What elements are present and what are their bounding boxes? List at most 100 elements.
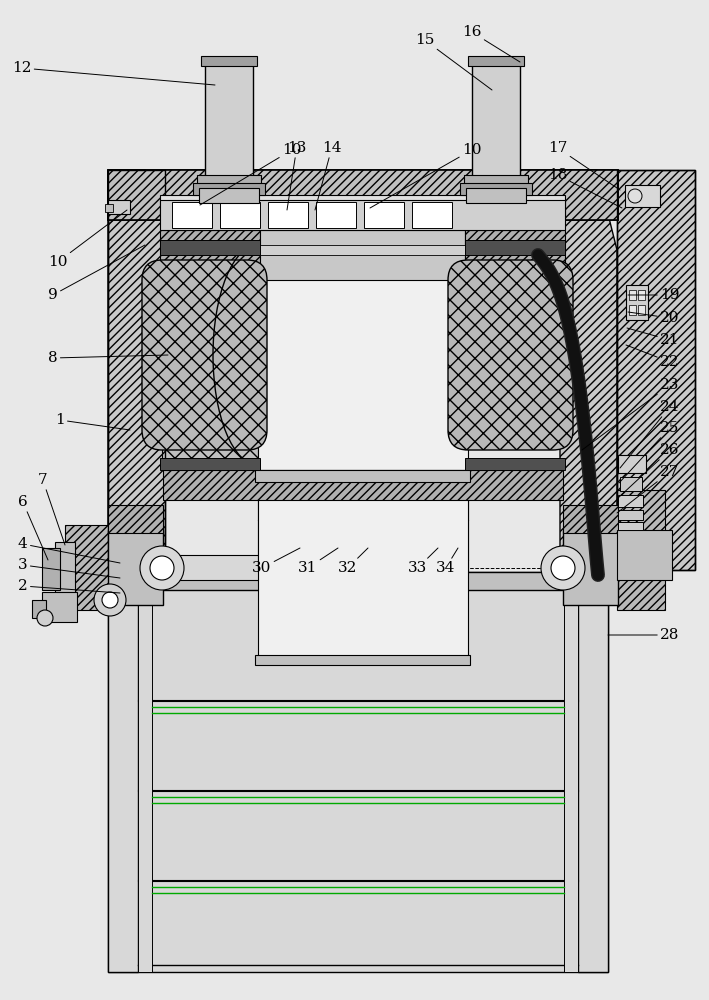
Ellipse shape [162, 245, 257, 465]
Text: 22: 22 [626, 345, 679, 369]
Text: 2: 2 [18, 579, 120, 593]
Text: 10: 10 [48, 210, 127, 269]
Text: 30: 30 [252, 548, 300, 575]
Polygon shape [560, 170, 617, 572]
Bar [201, 56, 257, 66]
Bar [466, 188, 526, 203]
Text: 34: 34 [436, 548, 458, 575]
Text: 10: 10 [370, 143, 481, 208]
Bar [258, 482, 468, 572]
Bar [617, 170, 695, 570]
Bar [364, 202, 404, 228]
Bar [625, 185, 660, 207]
Bar [260, 230, 465, 280]
Bar [108, 555, 273, 580]
Bar [258, 245, 468, 255]
Bar [464, 175, 528, 187]
Circle shape [150, 556, 174, 580]
Bar [626, 285, 648, 320]
Bar [465, 458, 565, 470]
Bar [618, 495, 643, 507]
Text: 23: 23 [582, 378, 679, 450]
Text: 33: 33 [408, 548, 438, 575]
Text: 25: 25 [619, 421, 679, 483]
Text: 12: 12 [12, 61, 215, 85]
Bar [412, 202, 452, 228]
Bar [108, 170, 618, 220]
Bar [255, 470, 470, 482]
Bar [163, 470, 563, 500]
Bar [138, 590, 152, 972]
Text: 20: 20 [628, 311, 679, 325]
Bar [620, 477, 642, 491]
Text: 32: 32 [338, 548, 368, 575]
Bar [465, 230, 565, 280]
Bar [220, 202, 260, 228]
Bar [160, 200, 565, 230]
Bar [108, 572, 138, 972]
Text: 26: 26 [618, 443, 679, 498]
Bar [563, 530, 618, 605]
Bar [255, 655, 470, 665]
Text: 1: 1 [55, 413, 130, 430]
Bar [108, 170, 165, 570]
Bar [32, 600, 46, 618]
Bar [629, 305, 636, 315]
Text: 24: 24 [620, 400, 679, 468]
Bar [108, 530, 163, 605]
Text: 21: 21 [627, 328, 679, 347]
Bar [460, 183, 532, 195]
Bar [160, 240, 260, 255]
Bar [564, 590, 578, 972]
FancyBboxPatch shape [448, 260, 573, 450]
Bar [617, 530, 672, 580]
Text: 3: 3 [18, 558, 120, 578]
Bar [160, 230, 260, 280]
Text: 7: 7 [38, 473, 65, 545]
Bar [65, 525, 110, 610]
Bar [108, 200, 130, 214]
Bar [618, 510, 643, 520]
Bar [42, 592, 77, 622]
Bar [197, 175, 261, 187]
Bar [172, 202, 212, 228]
Text: 31: 31 [298, 548, 338, 575]
Text: 10: 10 [200, 143, 301, 205]
Bar [108, 170, 165, 570]
Bar [160, 195, 565, 220]
Circle shape [541, 546, 585, 590]
Polygon shape [162, 245, 258, 465]
Circle shape [140, 546, 184, 590]
Text: 28: 28 [608, 628, 679, 642]
Bar [193, 183, 265, 195]
Circle shape [37, 610, 53, 626]
Bar [199, 188, 259, 203]
Text: 15: 15 [415, 33, 492, 90]
Bar [108, 505, 163, 533]
Text: 9: 9 [48, 245, 145, 302]
Bar [258, 482, 468, 657]
Bar [160, 458, 260, 470]
Bar [472, 60, 520, 180]
Circle shape [628, 189, 642, 203]
Text: 19: 19 [628, 288, 679, 302]
Bar [618, 455, 646, 473]
Bar [108, 572, 608, 972]
Bar [108, 170, 618, 220]
Bar [205, 60, 253, 180]
Text: 8: 8 [48, 351, 168, 365]
Bar [258, 245, 468, 470]
Bar [638, 290, 645, 300]
Bar [468, 56, 524, 66]
Polygon shape [108, 170, 165, 572]
Bar [268, 202, 308, 228]
Bar [162, 245, 258, 465]
Text: 18: 18 [548, 168, 622, 208]
Text: 17: 17 [548, 141, 620, 190]
Text: 6: 6 [18, 495, 48, 560]
Polygon shape [162, 245, 258, 465]
Bar [629, 290, 636, 300]
Bar [55, 542, 75, 597]
Text: 13: 13 [287, 141, 306, 210]
Text: 27: 27 [617, 465, 679, 513]
